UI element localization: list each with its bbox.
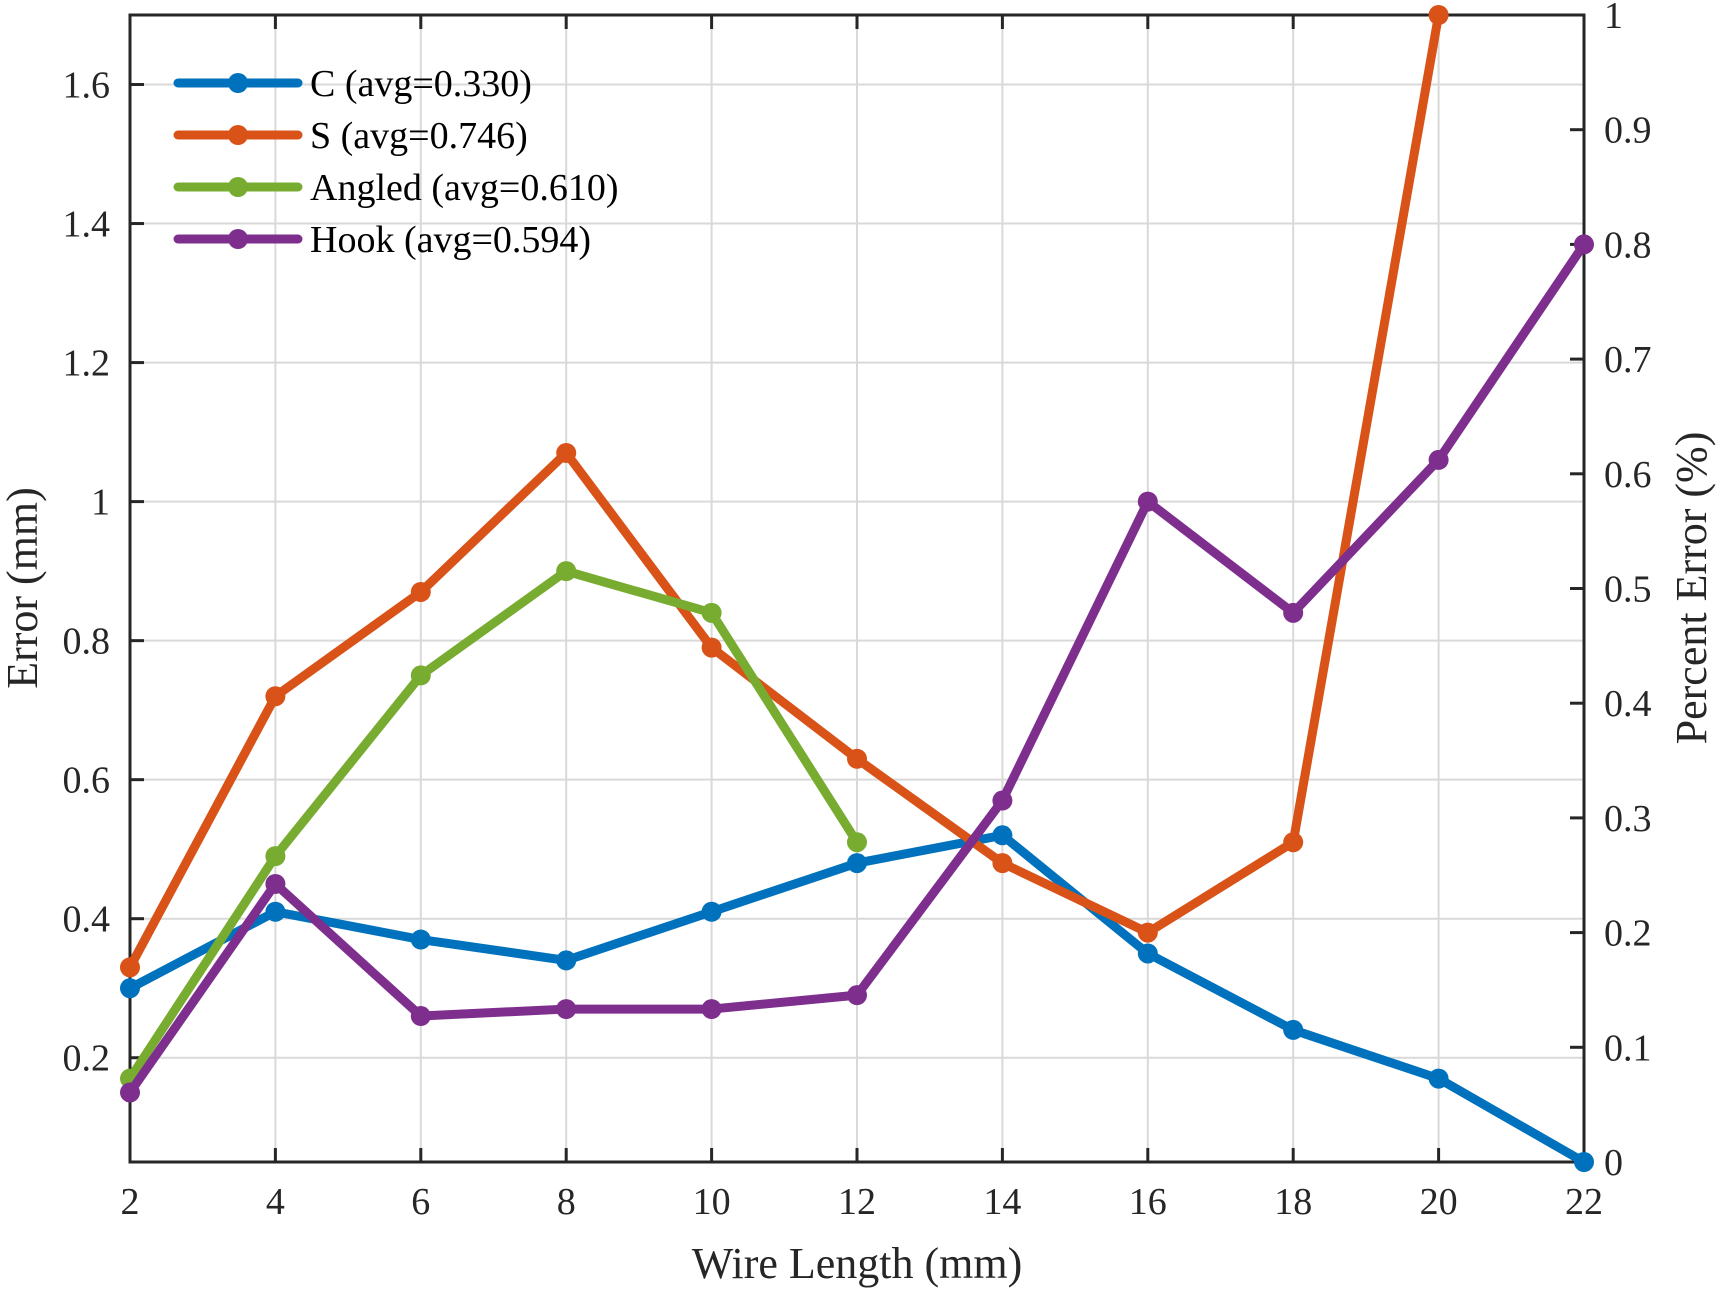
y-tick-label: 1 xyxy=(91,482,110,524)
x-tick-label: 16 xyxy=(1129,1181,1167,1223)
data-point-hook xyxy=(120,1082,140,1103)
data-point-c xyxy=(1283,1019,1304,1040)
data-point-angled xyxy=(265,846,286,867)
y2-tick-label: 0.6 xyxy=(1604,454,1652,496)
series-angled xyxy=(120,561,867,1089)
data-point-s xyxy=(992,853,1013,874)
data-point-c xyxy=(1574,1152,1594,1172)
data-point-c xyxy=(1428,1068,1449,1089)
y2-tick-label: 0.2 xyxy=(1604,913,1652,955)
y2-tick-label: 0.5 xyxy=(1604,569,1652,611)
data-point-hook xyxy=(556,999,577,1020)
data-point-angled xyxy=(701,602,722,623)
x-tick-label: 10 xyxy=(693,1181,731,1223)
x-tick-label: 6 xyxy=(411,1181,430,1223)
x-tick-label: 8 xyxy=(557,1181,576,1223)
y-tick-label: 1.4 xyxy=(63,204,111,246)
legend-item-hook: Hook (avg=0.594) xyxy=(173,219,591,261)
x-tick-label: 14 xyxy=(983,1181,1021,1223)
data-point-c xyxy=(265,901,286,922)
data-point-hook xyxy=(701,999,722,1020)
legend-marker xyxy=(228,125,248,145)
data-point-s xyxy=(1137,922,1158,943)
y-tick-label: 0.6 xyxy=(63,760,111,802)
data-series xyxy=(120,5,1594,1172)
data-point-c xyxy=(847,853,867,874)
data-point-c xyxy=(1137,943,1158,964)
data-point-s xyxy=(847,748,867,769)
x-axis-label: Wire Length (mm) xyxy=(692,1239,1023,1288)
legend-item-c: C (avg=0.330) xyxy=(173,63,532,105)
data-point-hook xyxy=(1137,491,1158,512)
data-point-angled xyxy=(410,665,431,686)
y-axis-label: Error (mm) xyxy=(0,487,47,689)
data-point-s xyxy=(701,637,722,658)
legend-marker xyxy=(228,229,248,249)
data-point-c xyxy=(701,901,722,922)
legend-item-angled: Angled (avg=0.610) xyxy=(173,167,618,209)
legend-label: Angled (avg=0.610) xyxy=(310,167,618,209)
y2-tick-label: 0.9 xyxy=(1604,110,1652,152)
data-point-s xyxy=(410,581,431,602)
y2-tick-label: 0.7 xyxy=(1604,339,1652,381)
series-line-angled xyxy=(125,566,862,1084)
y2-axis-label: Percent Error (%) xyxy=(1667,432,1716,745)
y2-tick-label: 1 xyxy=(1604,0,1623,37)
y-tick-label: 0.8 xyxy=(63,621,111,663)
legend: C (avg=0.330) S (avg=0.746) Angled (avg=0.… xyxy=(173,63,618,261)
data-point-hook xyxy=(1574,234,1594,255)
data-point-c xyxy=(992,825,1013,846)
legend-label: S (avg=0.746) xyxy=(310,115,528,157)
x-tick-label: 2 xyxy=(121,1181,140,1223)
series-s xyxy=(120,5,1449,978)
x-tick-label: 20 xyxy=(1420,1181,1458,1223)
x-tick-label: 12 xyxy=(838,1181,876,1223)
y-tick-label: 1.6 xyxy=(63,65,111,107)
legend-marker xyxy=(228,73,248,93)
legend-label: Hook (avg=0.594) xyxy=(310,219,591,261)
legend-item-s: S (avg=0.746) xyxy=(173,115,528,157)
axis-ticks: 2 4 6 8 10 12 14 16 18 20 220.20.40.60.811.21.41.6… xyxy=(63,0,1652,1223)
data-point-hook xyxy=(410,1006,431,1027)
x-tick-label: 18 xyxy=(1274,1181,1312,1223)
series-c xyxy=(120,825,1594,1172)
data-point-angled xyxy=(847,832,867,853)
data-point-c xyxy=(556,950,577,971)
y2-tick-label: 0.1 xyxy=(1604,1027,1652,1069)
y2-tick-label: 0.3 xyxy=(1604,798,1652,840)
data-point-c xyxy=(120,978,140,999)
y2-tick-label: 0 xyxy=(1604,1142,1623,1184)
legend-label: C (avg=0.330) xyxy=(310,63,532,105)
series-hook xyxy=(120,234,1594,1103)
legend-marker xyxy=(228,177,248,197)
y-tick-label: 0.2 xyxy=(63,1038,111,1080)
x-tick-label: 4 xyxy=(266,1181,285,1223)
x-tick-label: 22 xyxy=(1565,1181,1603,1223)
data-point-s xyxy=(556,442,577,463)
y-tick-label: 1.2 xyxy=(63,343,111,385)
y2-tick-label: 0.4 xyxy=(1604,683,1652,725)
data-point-hook xyxy=(1428,449,1449,470)
data-point-s xyxy=(120,957,140,978)
data-point-hook xyxy=(992,790,1013,811)
data-point-c xyxy=(410,929,431,950)
data-point-s xyxy=(1283,832,1304,853)
data-point-s xyxy=(265,686,286,707)
data-point-s xyxy=(1428,5,1449,25)
y2-tick-label: 0.8 xyxy=(1604,224,1652,266)
data-point-hook xyxy=(1283,602,1304,623)
data-point-hook xyxy=(265,873,286,894)
series-line-s xyxy=(125,10,1444,972)
data-point-hook xyxy=(847,985,867,1006)
data-point-angled xyxy=(556,561,577,582)
y-tick-label: 0.4 xyxy=(63,899,111,941)
